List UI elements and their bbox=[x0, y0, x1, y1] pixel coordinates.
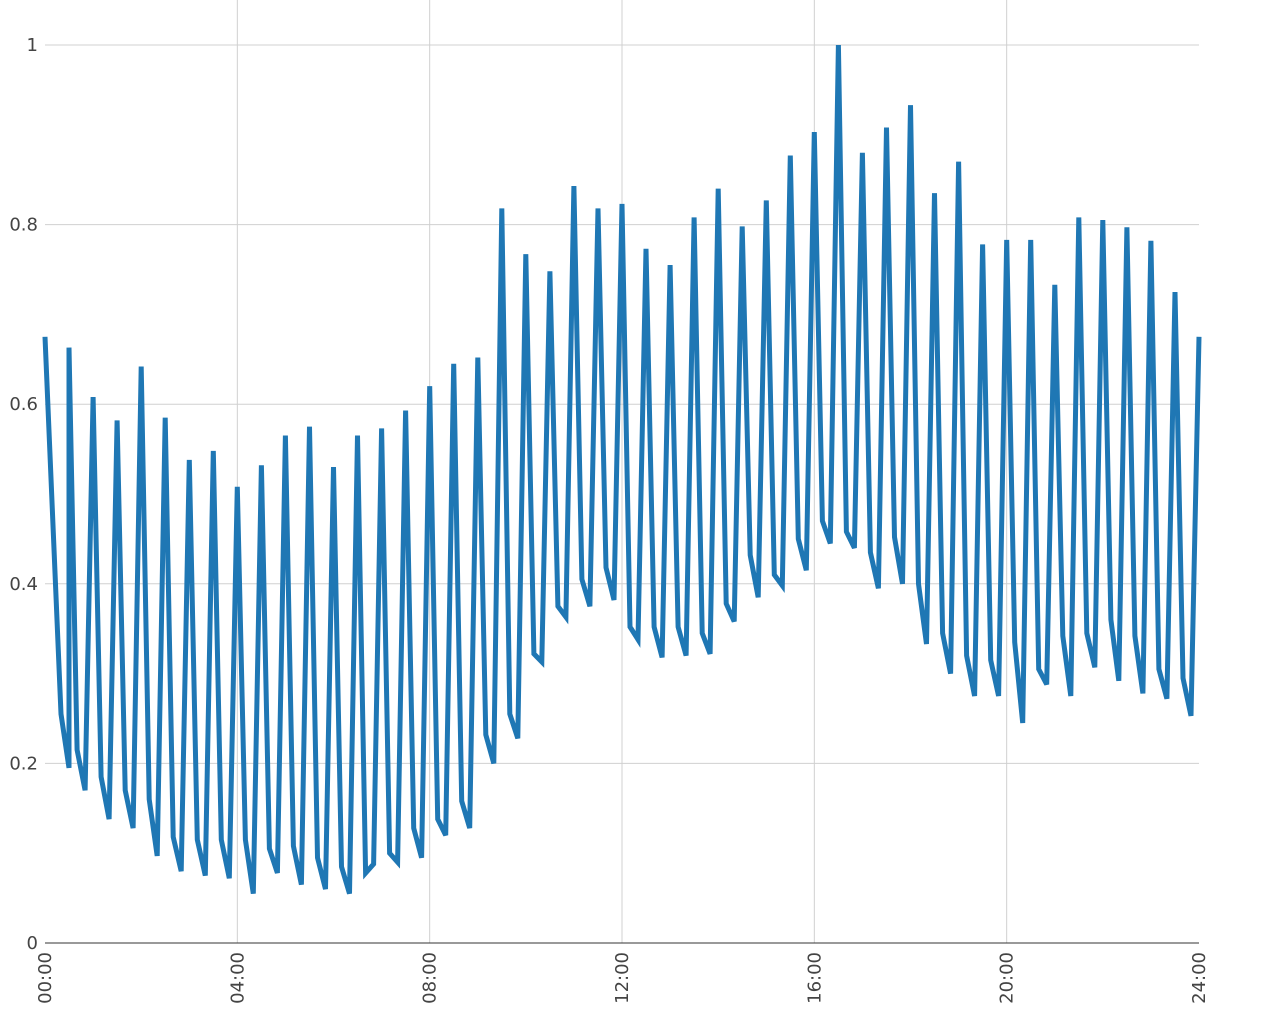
y-tick-label: 0.4 bbox=[9, 574, 38, 595]
y-tick-label: 0 bbox=[27, 933, 38, 954]
series-line-0 bbox=[42, 44, 1202, 895]
x-tick-label: 24:00 bbox=[1189, 952, 1210, 1004]
x-tick-label: 16:00 bbox=[804, 952, 825, 1004]
y-axis-ticks: 0 0.2 0.4 0.6 0.8 1 bbox=[9, 35, 38, 954]
x-tick-label: 00:00 bbox=[35, 952, 56, 1004]
y-tick-label: 0.8 bbox=[9, 215, 38, 236]
series-layer bbox=[42, 44, 1202, 895]
x-axis-ticks: 00:00 04:00 08:00 12:00 16:00 20:00 24:00 bbox=[35, 952, 1210, 1004]
y-tick-label: 0.6 bbox=[9, 394, 38, 415]
y-tick-label: 0.2 bbox=[9, 753, 38, 774]
x-tick-label: 08:00 bbox=[420, 952, 441, 1004]
x-tick-label: 04:00 bbox=[227, 952, 248, 1004]
x-tick-label: 20:00 bbox=[997, 952, 1018, 1004]
y-tick-label: 1 bbox=[27, 35, 38, 56]
x-tick-label: 12:00 bbox=[612, 952, 633, 1004]
